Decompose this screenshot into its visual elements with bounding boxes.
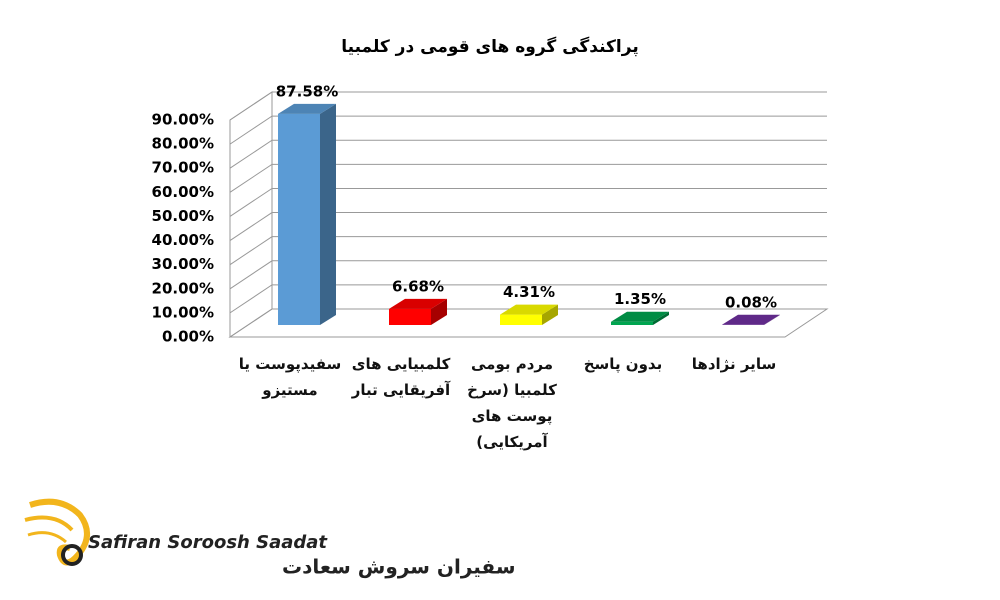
- logo-mark: [27, 531, 67, 544]
- value-label: 1.35%: [614, 290, 666, 308]
- y-tick-label: 90.00%: [152, 111, 214, 129]
- grid-line: [229, 212, 827, 241]
- bar: [500, 314, 542, 325]
- y-tick-label: 60.00%: [152, 183, 214, 201]
- bar: [611, 321, 653, 325]
- y-tick-label: 20.00%: [152, 279, 214, 297]
- bar-side: [542, 304, 558, 325]
- bar-top: [611, 311, 669, 322]
- grid-line: [229, 163, 827, 193]
- grid-line: [229, 308, 827, 338]
- grid-line: [229, 139, 827, 169]
- value-label: 0.08%: [725, 293, 777, 311]
- grid-line: [229, 115, 827, 145]
- logo-name-fa: سفیران سروش سعادت: [282, 555, 516, 579]
- grid-line: [229, 91, 827, 121]
- logo-mark: [61, 544, 83, 566]
- x-tick-label: کلمبیایی های آفریقایی تبار: [351, 355, 451, 399]
- chart-title: پراکندگی گروه های قومی در کلمبیا: [341, 36, 638, 57]
- x-tick-label: سایر نژادها: [691, 355, 777, 373]
- bar-side: [431, 298, 447, 325]
- grid-line: [229, 187, 827, 217]
- bar-top: [389, 298, 447, 309]
- y-tick-label: 0.00%: [162, 328, 214, 346]
- grid-line: [229, 236, 827, 266]
- y-tick-label: 80.00%: [152, 135, 214, 153]
- value-label: 87.58%: [276, 82, 338, 100]
- bar: [389, 308, 431, 325]
- logo-mark: [29, 498, 90, 566]
- y-tick-label: 10.00%: [152, 303, 214, 321]
- grid-line: [229, 260, 827, 290]
- y-tick-label: 40.00%: [152, 231, 214, 249]
- x-tick-label: بدون پاسخ: [583, 355, 663, 373]
- y-tick-label: 30.00%: [152, 255, 214, 273]
- x-tick-label: مردم بومی کلمبیا (سرخ پوست های آمریکایی): [467, 355, 557, 451]
- logo-name-en: Safiran Soroosh Saadat: [88, 532, 328, 553]
- side-wall: [229, 91, 273, 338]
- logo-mark: [24, 515, 74, 532]
- y-tick-label: 70.00%: [152, 159, 214, 177]
- bar-side: [320, 103, 336, 325]
- x-tick-label: سفیدپوست یا مستیزو: [238, 355, 342, 399]
- bar-top: [278, 103, 336, 114]
- bar-side: [653, 311, 669, 325]
- bar-top: [722, 314, 780, 325]
- bar: [278, 113, 320, 325]
- grid-line: [229, 284, 827, 314]
- value-label: 4.31%: [503, 283, 555, 301]
- value-label: 6.68%: [392, 277, 444, 295]
- y-tick-label: 50.00%: [152, 207, 214, 225]
- bar-side: [764, 314, 780, 325]
- logo: Safiran Soroosh Saadat سفیران سروش سعادت: [24, 498, 516, 579]
- bar-top: [500, 304, 558, 315]
